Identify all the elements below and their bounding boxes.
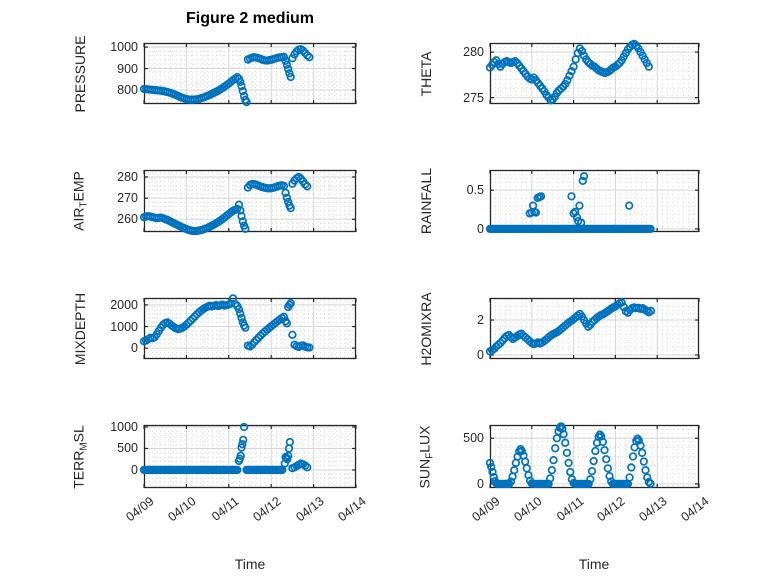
pressure-ylabel: PRESSURE (72, 34, 88, 113)
air_temp-ytick: 280 (117, 169, 138, 184)
sun_flux-plot-area (485, 422, 700, 489)
terr_msl-plot-area (139, 422, 357, 489)
pressure-ytick: 800 (117, 83, 138, 98)
mixdepth-ylabel: MIXDEPTH (72, 292, 88, 365)
theta-ylabel: THETA (418, 51, 434, 96)
terr_msl-ytick: 1000 (110, 419, 138, 434)
rainfall-plot-area (485, 169, 700, 234)
h2omixra-ytick: 2 (477, 313, 484, 328)
x-axis-label-right: Time (578, 556, 610, 572)
rainfall-ytick: 0.5 (466, 183, 484, 198)
mixdepth-ytick: 0 (131, 341, 138, 356)
mixdepth-ytick: 1000 (110, 319, 138, 334)
air_temp-ytick: 270 (117, 191, 138, 206)
air_temp-plot-area (139, 169, 357, 236)
terr_msl-ytick: 500 (117, 441, 138, 456)
rainfall-ylabel: RAINFALL (418, 167, 434, 235)
x-axis-label-left: Time (234, 556, 266, 572)
mixdepth-plot-area (139, 294, 357, 360)
air_temp-ylabel: AIRTEMP (70, 171, 90, 231)
pressure-plot-area (139, 42, 357, 107)
terr_msl-ylabel: TERRMSL (70, 424, 90, 489)
mixdepth-ytick: 2000 (110, 297, 138, 312)
figure-title: Figure 2 medium (185, 10, 315, 27)
pressure-ytick: 900 (117, 61, 138, 76)
sun_flux-ytick: 0 (477, 476, 484, 491)
pressure-ytick: 1000 (110, 40, 138, 55)
theta-ytick: 275 (463, 90, 484, 105)
air_temp-ytick: 260 (117, 212, 138, 227)
theta-ytick: 280 (463, 45, 484, 60)
rainfall-ytick: 0 (477, 221, 484, 236)
theta-plot-area (485, 39, 700, 105)
h2omixra-ytick: 0 (477, 347, 484, 362)
sun_flux-ylabel: SUNFLUX (416, 425, 436, 488)
sun_flux-ytick: 500 (463, 431, 484, 446)
terr_msl-ytick: 0 (131, 462, 138, 477)
h2omixra-ylabel: H2OMIXRA (418, 291, 434, 366)
h2omixra-plot-area (485, 297, 700, 360)
